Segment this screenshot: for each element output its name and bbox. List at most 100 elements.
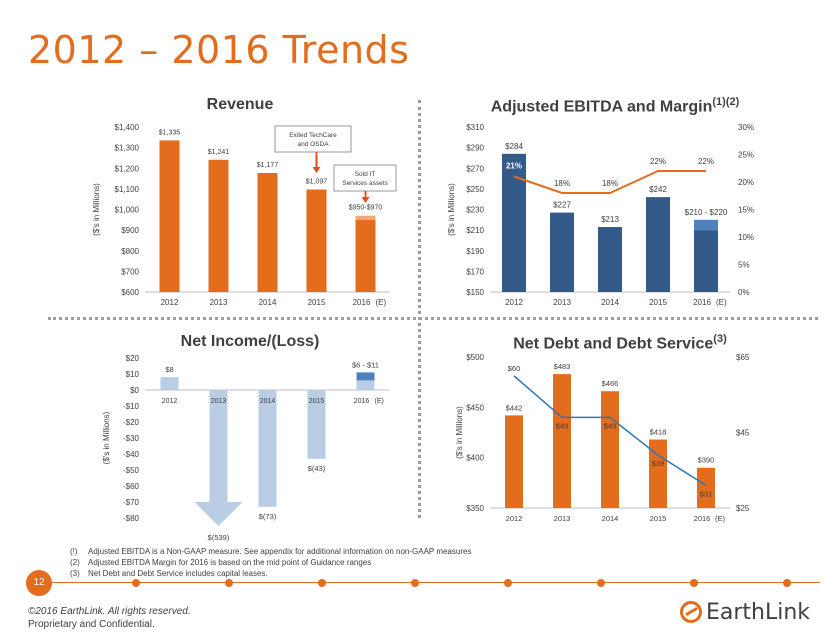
revenue-bar bbox=[306, 189, 327, 292]
net-debt-bar bbox=[697, 467, 715, 508]
footer-dot bbox=[504, 579, 512, 587]
data-label: $227 bbox=[553, 201, 571, 210]
footer-dot bbox=[132, 579, 140, 587]
footnote-3: (3) Net Debt and Debt Service includes ca… bbox=[70, 569, 268, 578]
y-tick-label: $1,300 bbox=[115, 144, 140, 153]
debt-service-label: $49 bbox=[604, 421, 617, 430]
footer-dot bbox=[411, 579, 419, 587]
copyright: ©2016 EarthLink. All rights reserved. bbox=[28, 606, 191, 617]
x-tick-suffix: (E) bbox=[376, 298, 387, 307]
callout-text: Exited TechCare bbox=[289, 132, 337, 139]
y-tick-label: $350 bbox=[466, 504, 484, 513]
confidential-notice: Proprietary and Confidential. bbox=[28, 619, 155, 630]
y2-tick-label: 0% bbox=[738, 288, 750, 297]
data-label: $1,241 bbox=[208, 149, 230, 156]
net-income-bar-range bbox=[356, 372, 375, 381]
y2-tick-label: 10% bbox=[738, 233, 754, 242]
y-axis-label: ($'s in Millions) bbox=[455, 406, 464, 459]
data-label: $8 bbox=[165, 365, 173, 374]
y2-tick-label: 25% bbox=[738, 151, 754, 160]
footer-dot bbox=[318, 579, 326, 587]
footer-dot bbox=[225, 579, 233, 587]
y2-tick-label: $25 bbox=[736, 504, 750, 513]
data-label: $1,177 bbox=[257, 162, 279, 169]
callout-arrowhead bbox=[312, 167, 321, 173]
y-tick-label: $1,000 bbox=[115, 206, 140, 215]
callout-arrowhead bbox=[361, 197, 370, 203]
x-tick-label: 2012 bbox=[161, 298, 179, 307]
x-tick-label: 2012 bbox=[162, 398, 178, 405]
y-tick-label: $270 bbox=[466, 164, 484, 173]
page-title: 2012 – 2016 Trends bbox=[28, 28, 410, 72]
x-tick-label: 2016 bbox=[694, 514, 711, 523]
y-tick-label: $210 bbox=[466, 226, 484, 235]
y-tick-label: $170 bbox=[466, 267, 484, 276]
footer-dot bbox=[597, 579, 605, 587]
data-label: $418 bbox=[650, 428, 667, 437]
x-tick-label: 2013 bbox=[210, 298, 228, 307]
debt-service-line bbox=[513, 375, 707, 486]
x-tick-label: 2016 bbox=[353, 298, 371, 307]
x-tick-label: 2016 bbox=[693, 298, 711, 307]
data-label: $1,335 bbox=[159, 129, 181, 136]
ebitda-bar bbox=[646, 197, 670, 292]
callout-text: Sold IT bbox=[355, 171, 376, 178]
y-axis-label: ($'s in Millions) bbox=[92, 183, 101, 236]
net-debt-bar bbox=[601, 391, 619, 508]
horizontal-divider bbox=[48, 317, 818, 320]
page-number-badge: 12 bbox=[26, 570, 52, 596]
y-tick-label: -$50 bbox=[123, 466, 140, 475]
vertical-divider bbox=[418, 100, 421, 518]
y-tick-label: $900 bbox=[121, 226, 139, 235]
x-tick-label: 2015 bbox=[309, 398, 325, 405]
data-label: $210 - $220 bbox=[685, 208, 728, 217]
net-income-bar bbox=[160, 377, 179, 390]
footer-line bbox=[48, 582, 820, 583]
revenue-bar bbox=[257, 172, 278, 292]
net-income-bar bbox=[356, 380, 375, 390]
debt-service-label: $60 bbox=[508, 364, 521, 373]
y-tick-label: -$70 bbox=[123, 498, 140, 507]
y-tick-label: -$30 bbox=[123, 434, 140, 443]
y-tick-label: $1,100 bbox=[115, 185, 140, 194]
callout-text: and OSDA bbox=[297, 141, 329, 148]
y-tick-label: $400 bbox=[466, 454, 484, 463]
x-tick-label: 2014 bbox=[601, 298, 619, 307]
ebitda-bar bbox=[694, 230, 718, 292]
ebitda-bar bbox=[550, 212, 574, 292]
data-label: $(539) bbox=[208, 533, 230, 542]
net-debt-bar bbox=[505, 415, 523, 508]
x-tick-suffix: (E) bbox=[715, 514, 726, 523]
x-tick-label: 2014 bbox=[259, 298, 277, 307]
x-tick-suffix: (E) bbox=[375, 398, 384, 405]
debt-service-label: $39 bbox=[652, 459, 665, 468]
x-tick-label: 2016 bbox=[354, 398, 370, 405]
y-tick-label: $1,200 bbox=[115, 164, 140, 173]
revenue-bar bbox=[159, 140, 180, 292]
y-tick-label: $800 bbox=[121, 247, 139, 256]
debt-service-label: $31 bbox=[700, 489, 713, 498]
revenue-chart-title: Revenue bbox=[206, 96, 274, 113]
copyright-block: ©2016 EarthLink. All rights reserved. Pr… bbox=[28, 605, 191, 631]
y-tick-label: $500 bbox=[466, 353, 484, 362]
y-tick-label: $250 bbox=[466, 185, 484, 194]
x-tick-label: 2013 bbox=[553, 298, 571, 307]
net-debt-bar bbox=[553, 374, 571, 508]
x-tick-label: 2014 bbox=[260, 398, 276, 405]
net-debt-chart-title: Net Debt and Debt Service(3) bbox=[513, 333, 727, 353]
y2-tick-label: $65 bbox=[736, 353, 750, 362]
data-label: $442 bbox=[506, 403, 523, 412]
data-label: $242 bbox=[649, 185, 667, 194]
data-label: $284 bbox=[505, 142, 523, 151]
y-axis-label: ($'s in Millions) bbox=[102, 411, 111, 464]
footnote-1: (!) Adjusted EBITDA is a Non-GAAP measure… bbox=[70, 547, 472, 556]
y-tick-label: -$60 bbox=[123, 482, 140, 491]
y2-tick-label: 5% bbox=[738, 261, 750, 270]
footer-dot bbox=[783, 579, 791, 587]
data-label: $(43) bbox=[308, 464, 326, 473]
debt-service-label: $49 bbox=[556, 421, 569, 430]
